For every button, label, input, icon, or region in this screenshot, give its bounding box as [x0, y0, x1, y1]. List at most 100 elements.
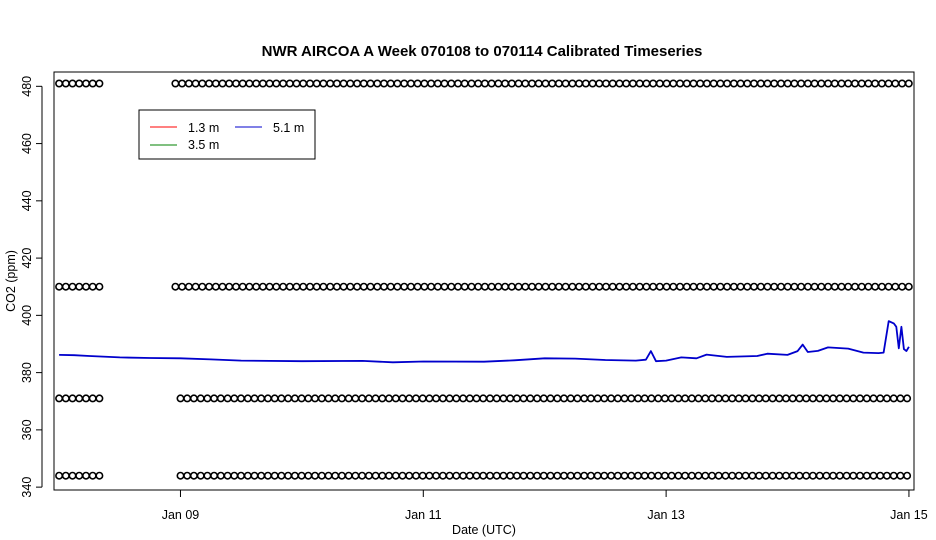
flag-marker — [539, 394, 548, 403]
flag-marker — [891, 282, 900, 291]
flag-marker — [849, 471, 858, 480]
flag-marker — [68, 394, 77, 403]
flag-marker — [568, 79, 577, 88]
flag-marker — [205, 79, 214, 88]
flag-marker — [189, 394, 198, 403]
flag-marker — [353, 79, 362, 88]
flag-marker — [575, 282, 584, 291]
flag-marker — [534, 282, 543, 291]
flag-marker — [196, 394, 205, 403]
flag-marker — [487, 79, 496, 88]
flag-marker — [284, 394, 293, 403]
flag-marker — [183, 394, 192, 403]
flag-marker — [317, 471, 326, 480]
flag-marker — [55, 471, 64, 480]
flag-marker — [803, 79, 812, 88]
flag-marker — [830, 79, 839, 88]
flag-marker — [850, 79, 859, 88]
flag-marker — [763, 282, 772, 291]
flag-marker — [277, 471, 286, 480]
flag-marker — [95, 79, 104, 88]
flag-marker — [232, 282, 241, 291]
flag-marker — [743, 282, 752, 291]
flag-marker — [198, 79, 207, 88]
flag-marker — [358, 471, 367, 480]
flag-marker — [608, 79, 617, 88]
flag-marker — [546, 471, 555, 480]
series-line-5-1m — [59, 320, 910, 364]
flag-marker — [647, 471, 656, 480]
y-tick-label: 460 — [20, 133, 34, 154]
flag-marker — [501, 79, 510, 88]
x-axis: Jan 09 Jan 11 Jan 13 Jan 15 — [162, 489, 928, 522]
flag-marker — [622, 79, 631, 88]
flag-marker — [55, 79, 64, 88]
flag-marker — [373, 282, 382, 291]
flag-marker — [607, 471, 616, 480]
flag-marker — [736, 282, 745, 291]
flag-marker — [279, 79, 288, 88]
flag-marker — [411, 471, 420, 480]
flag-marker — [566, 471, 575, 480]
flag-marker — [716, 282, 725, 291]
flag-marker — [871, 282, 880, 291]
legend-box — [138, 109, 316, 160]
flag-marker — [386, 79, 395, 88]
flag-marker — [627, 471, 636, 480]
flag-marker — [75, 79, 84, 88]
flag-marker — [573, 394, 582, 403]
flag-marker — [810, 79, 819, 88]
flag-marker — [723, 79, 732, 88]
flag-marker — [761, 394, 770, 403]
flag-marker — [600, 471, 609, 480]
flag-marker — [258, 79, 267, 88]
flag-marker — [877, 282, 886, 291]
flag-marker — [588, 79, 597, 88]
flag-marker — [467, 79, 476, 88]
flag-marker — [622, 282, 631, 291]
flag-marker — [238, 79, 247, 88]
flag-marker — [561, 282, 570, 291]
flag-marker — [263, 471, 272, 480]
flag-marker — [237, 394, 246, 403]
flag-marker — [384, 471, 393, 480]
flag-marker — [223, 471, 232, 480]
flag-marker — [534, 79, 543, 88]
flag-marker — [512, 471, 521, 480]
flag-marker — [628, 282, 637, 291]
flag-marker — [755, 394, 764, 403]
flag-marker — [184, 79, 193, 88]
flag-marker — [674, 394, 683, 403]
flag-marker — [371, 394, 380, 403]
flag-marker — [615, 282, 624, 291]
flag-marker — [432, 471, 441, 480]
flag-marker — [788, 471, 797, 480]
flag-marker — [810, 282, 819, 291]
flag-marker — [184, 282, 193, 291]
y-tick-label: 420 — [20, 248, 34, 269]
flag-marker — [346, 79, 355, 88]
flag-marker — [398, 394, 407, 403]
flag-marker — [580, 394, 589, 403]
x-tick-label: Jan 13 — [647, 508, 685, 522]
flag-marker — [898, 282, 907, 291]
flag-marker — [822, 394, 831, 403]
flag-marker — [210, 471, 219, 480]
flag-marker — [795, 394, 804, 403]
flag-marker — [667, 394, 676, 403]
flag-marker — [499, 471, 508, 480]
flag-marker — [285, 282, 294, 291]
x-tick-label: Jan 15 — [890, 508, 928, 522]
flag-marker — [312, 282, 321, 291]
flag-marker — [297, 471, 306, 480]
flag-marker — [467, 282, 476, 291]
flag-marker — [230, 394, 239, 403]
flag-marker — [862, 394, 871, 403]
flag-marker — [824, 282, 833, 291]
flag-marker — [379, 79, 388, 88]
flag-marker — [447, 282, 456, 291]
flag-marker — [669, 79, 678, 88]
flag-marker — [541, 79, 550, 88]
flag-marker — [344, 471, 353, 480]
